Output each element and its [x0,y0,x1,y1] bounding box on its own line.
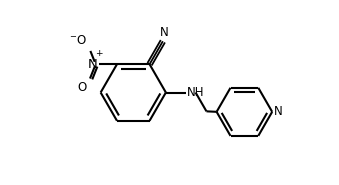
Text: $^{-}$O: $^{-}$O [69,34,87,47]
Text: N: N [274,105,283,118]
Text: N: N [160,26,169,39]
Text: O: O [78,81,87,94]
Text: NH: NH [187,86,204,99]
Text: +: + [95,49,103,58]
Text: N: N [88,58,98,71]
